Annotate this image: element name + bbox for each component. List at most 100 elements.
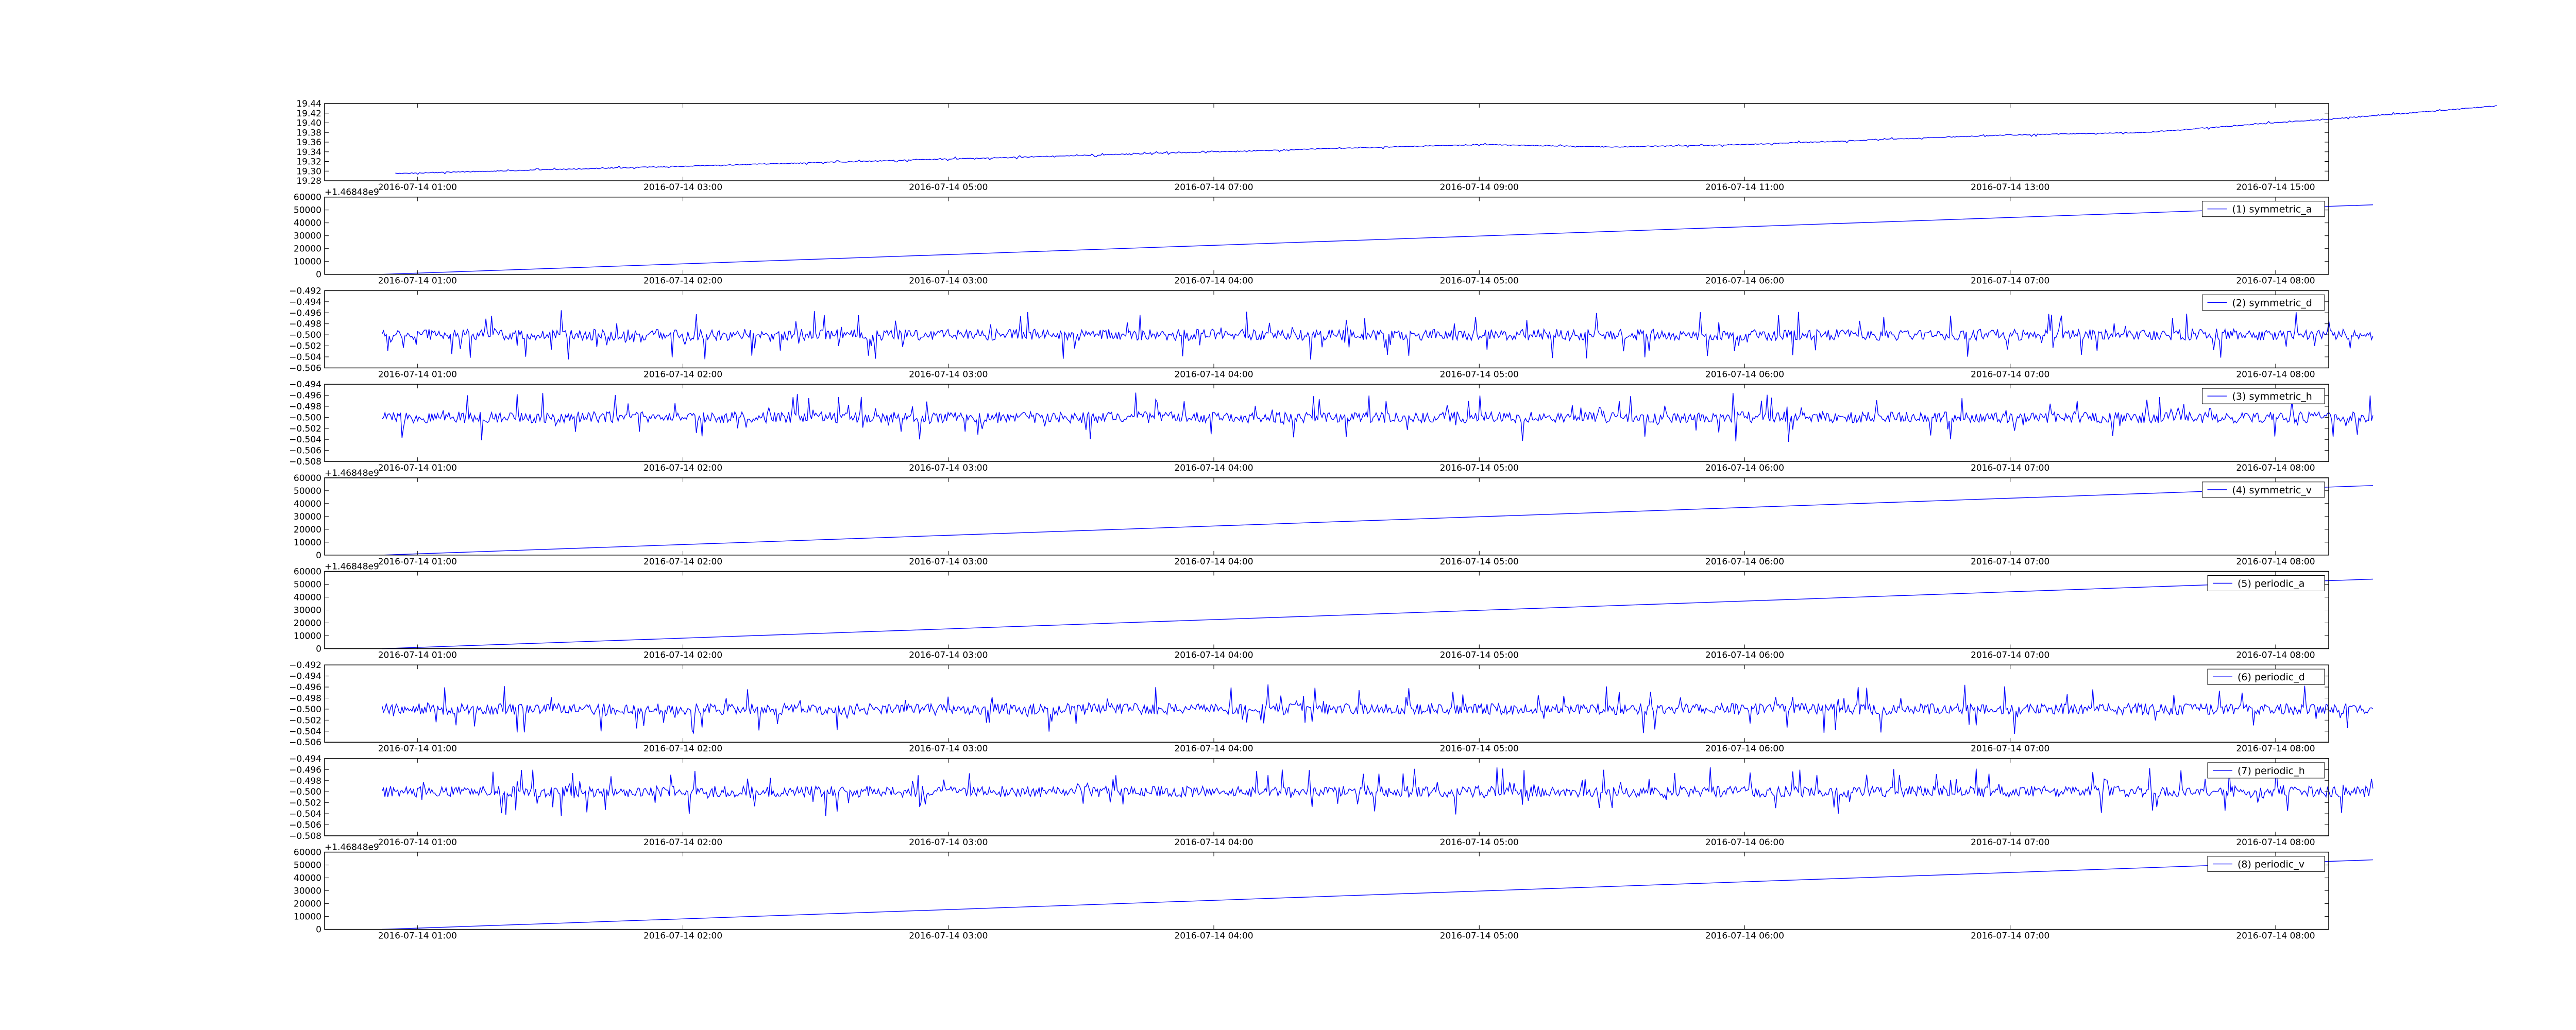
x-tick-label: 2016-07-14 03:00 (909, 650, 988, 661)
subplot-8: 0 10000 20000 30000 40000 50000 60000 2016-07-1… (294, 843, 2373, 941)
y-tick-label: 40000 (294, 499, 321, 509)
axes-frame (324, 103, 2329, 181)
axes-frame (324, 571, 2329, 649)
axis-offset-text: +1.46848e9 (325, 843, 379, 853)
x-tick-label: 2016-07-14 01:00 (378, 369, 457, 380)
y-tick-label: 19.30 (296, 166, 321, 177)
x-tick-label: 2016-07-14 01:00 (378, 931, 457, 941)
y-tick-label: −0.500 (289, 330, 321, 340)
x-tick-label: 2016-07-14 04:00 (1174, 463, 1253, 473)
subplot-1: 0 10000 20000 30000 40000 50000 60000 2016-07-1… (294, 187, 2373, 286)
y-tick-label: 40000 (294, 218, 321, 229)
y-tick-label: 19.34 (296, 147, 321, 158)
y-tick-label: 19.32 (296, 157, 321, 167)
x-tick-label: 2016-07-14 02:00 (643, 557, 722, 567)
y-tick-label: 19.44 (296, 99, 321, 109)
x-tick-label: 2016-07-14 04:00 (1174, 931, 1253, 941)
y-tick-label: 30000 (294, 512, 321, 522)
x-tick-label: 2016-07-14 07:00 (1971, 931, 2049, 941)
y-tick-label: 0 (316, 551, 321, 561)
x-tick-label: 2016-07-14 05:00 (1440, 744, 1519, 754)
x-tick-label: 2016-07-14 04:00 (1174, 744, 1253, 754)
y-tick-label: 60000 (294, 473, 321, 484)
x-tick-label: 2016-07-14 05:00 (909, 182, 988, 193)
x-tick-label: 2016-07-14 07:00 (1971, 369, 2049, 380)
y-tick-label: −0.508 (289, 831, 321, 842)
x-tick-label: 2016-07-14 04:00 (1174, 557, 1253, 567)
x-tick-label: 2016-07-14 01:00 (378, 182, 457, 193)
y-tick-label: 0 (316, 925, 321, 935)
y-tick-label: −0.494 (289, 380, 321, 390)
subplot-2: −0.506−0.504−0.502−0.500−0.498−0.496−0.4… (289, 286, 2374, 380)
y-tick-label: 10000 (294, 912, 321, 922)
y-tick-label: −0.502 (289, 424, 321, 434)
x-tick-label: 2016-07-14 07:00 (1971, 744, 2049, 754)
y-tick-label: 60000 (294, 193, 321, 203)
y-tick-label: 50000 (294, 205, 321, 216)
x-tick-label: 2016-07-14 01:00 (378, 837, 457, 848)
x-tick-label: 2016-07-14 03:00 (909, 744, 988, 754)
y-tick-label: 19.36 (296, 138, 321, 148)
y-tick-label: −0.494 (289, 297, 321, 307)
y-tick-label: −0.508 (289, 457, 321, 467)
y-tick-label: 0 (316, 644, 321, 655)
y-tick-label: −0.498 (289, 776, 321, 786)
axes-frame (324, 384, 2329, 462)
x-tick-label: 2016-07-14 04:00 (1174, 276, 1253, 286)
subplot-6: −0.506−0.504−0.502−0.500−0.498−0.496−0.4… (289, 660, 2374, 754)
x-tick-label: 2016-07-14 07:00 (1971, 650, 2049, 661)
x-tick-label: 2016-07-14 08:00 (2236, 837, 2315, 848)
y-tick-label: −0.500 (289, 705, 321, 715)
x-tick-label: 2016-07-14 02:00 (643, 369, 722, 380)
y-tick-label: −0.496 (289, 391, 321, 401)
x-tick-label: 2016-07-14 09:00 (1440, 182, 1519, 193)
x-tick-label: 2016-07-14 04:00 (1174, 837, 1253, 848)
x-tick-label: 2016-07-14 05:00 (1440, 369, 1519, 380)
y-tick-label: −0.506 (289, 363, 321, 373)
axes-frame (324, 477, 2329, 556)
x-tick-label: 2016-07-14 08:00 (2236, 369, 2315, 380)
series-line (381, 684, 2374, 734)
y-tick-label: 20000 (294, 525, 321, 535)
y-tick-label: 19.28 (296, 176, 321, 186)
axes-frame (324, 758, 2329, 836)
x-tick-label: 2016-07-14 07:00 (1971, 463, 2049, 473)
series-line (381, 310, 2374, 360)
y-tick-label: 20000 (294, 899, 321, 909)
axes-frame (324, 196, 2329, 275)
y-tick-label: −0.502 (289, 341, 321, 352)
x-tick-label: 2016-07-14 03:00 (909, 463, 988, 473)
y-tick-label: −0.498 (289, 319, 321, 330)
x-tick-label: 2016-07-14 02:00 (643, 931, 722, 941)
legend-label: (7) periodic_h (2238, 765, 2305, 777)
axis-offset-text: +1.46848e9 (325, 562, 379, 572)
y-tick-label: −0.492 (289, 286, 321, 296)
y-tick-label: −0.498 (289, 402, 321, 412)
x-tick-label: 2016-07-14 01:00 (378, 650, 457, 661)
y-tick-label: −0.496 (289, 308, 321, 318)
y-tick-label: −0.500 (289, 787, 321, 797)
legend-label: (5) periodic_a (2238, 578, 2304, 590)
x-tick-label: 2016-07-14 08:00 (2236, 931, 2315, 941)
y-tick-label: 30000 (294, 886, 321, 897)
legend-label: (8) periodic_v (2238, 859, 2304, 870)
x-tick-label: 2016-07-14 04:00 (1174, 369, 1253, 380)
y-tick-label: −0.496 (289, 765, 321, 775)
series-line (395, 105, 2497, 175)
y-tick-label: 10000 (294, 538, 321, 548)
axes-frame (324, 851, 2329, 930)
x-tick-label: 2016-07-14 07:00 (1971, 837, 2049, 848)
x-tick-label: 2016-07-14 03:00 (909, 369, 988, 380)
series-line (382, 392, 2374, 442)
x-tick-label: 2016-07-14 03:00 (909, 557, 988, 567)
x-tick-label: 2016-07-14 07:00 (1174, 182, 1253, 193)
y-tick-label: 20000 (294, 619, 321, 629)
x-tick-label: 2016-07-14 05:00 (1440, 837, 1519, 848)
x-tick-label: 2016-07-14 08:00 (2236, 557, 2315, 567)
x-tick-label: 2016-07-14 06:00 (1705, 650, 1784, 661)
axes-frame (324, 290, 2329, 369)
x-tick-label: 2016-07-14 08:00 (2236, 650, 2315, 661)
x-tick-label: 2016-07-14 05:00 (1440, 931, 1519, 941)
y-tick-label: 30000 (294, 606, 321, 616)
